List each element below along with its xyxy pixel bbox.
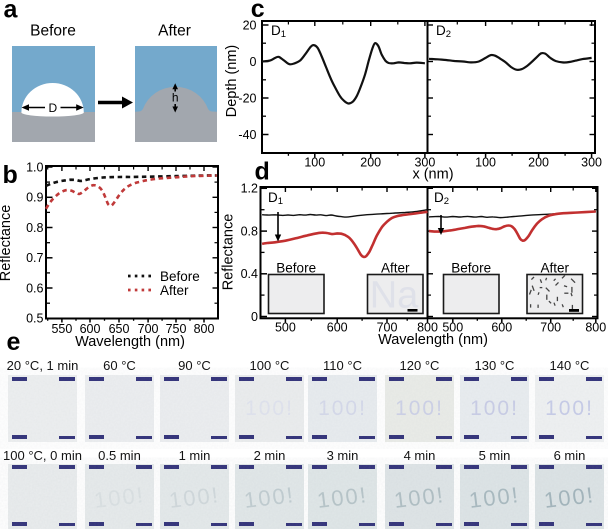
svg-text:0.7: 0.7 [26,251,43,265]
svg-text:D1: D1 [268,190,283,207]
svg-text:0.8: 0.8 [26,221,43,235]
svg-text:-40: -40 [238,128,256,142]
svg-text:700: 700 [377,321,398,335]
svg-text:700: 700 [540,321,561,335]
svg-text:After: After [158,23,191,40]
svg-text:0.5: 0.5 [26,312,43,326]
svg-text:Before: Before [276,261,316,276]
svg-text:550: 550 [51,322,72,336]
svg-text:Before: Before [451,261,491,276]
svg-text:Before: Before [30,23,76,40]
svg-text:0.6: 0.6 [26,281,43,295]
svg-text:20: 20 [243,18,257,32]
svg-text:Reflectance: Reflectance [0,205,14,282]
svg-text:Wavelength (nm): Wavelength (nm) [75,334,185,350]
svg-text:c: c [251,0,265,23]
svg-text:750: 750 [166,322,187,336]
svg-text:600: 600 [80,322,101,336]
svg-text:After: After [160,283,189,298]
svg-text:650: 650 [109,322,130,336]
svg-text:b: b [3,161,18,189]
svg-text:100: 100 [304,156,325,170]
svg-text:D2: D2 [434,190,449,207]
svg-text:0: 0 [251,310,258,324]
svg-text:D2: D2 [436,23,451,40]
svg-text:0.8: 0.8 [241,224,258,238]
svg-text:100: 100 [475,156,496,170]
svg-text:-20: -20 [238,91,256,105]
svg-text:800: 800 [194,322,215,336]
svg-text:After: After [541,261,570,276]
svg-text:800: 800 [417,321,438,335]
svg-text:d: d [255,158,270,186]
svg-text:x (nm): x (nm) [412,167,453,183]
svg-text:0: 0 [250,55,257,69]
svg-text:1.0: 1.0 [26,160,43,174]
svg-text:200: 200 [360,156,381,170]
svg-text:600: 600 [327,321,348,335]
svg-text:500: 500 [275,321,296,335]
svg-text:D1: D1 [271,23,286,40]
svg-text:200: 200 [528,156,549,170]
svg-text:Reflectance: Reflectance [221,214,237,291]
svg-text:0.9: 0.9 [26,191,43,205]
svg-text:D: D [48,101,57,115]
svg-text:Before: Before [160,269,200,284]
svg-text:1.2: 1.2 [241,182,258,196]
svg-text:Wavelength (nm): Wavelength (nm) [378,332,488,348]
svg-text:a: a [4,0,19,24]
svg-text:300: 300 [414,156,435,170]
svg-text:300: 300 [581,156,602,170]
svg-text:h: h [172,91,179,105]
svg-text:600: 600 [491,321,512,335]
svg-text:Depth (nm): Depth (nm) [224,45,240,118]
svg-text:800: 800 [585,321,606,335]
svg-text:500: 500 [442,321,463,335]
svg-text:700: 700 [138,322,159,336]
svg-text:0.4: 0.4 [241,267,258,281]
svg-text:After: After [381,261,410,276]
